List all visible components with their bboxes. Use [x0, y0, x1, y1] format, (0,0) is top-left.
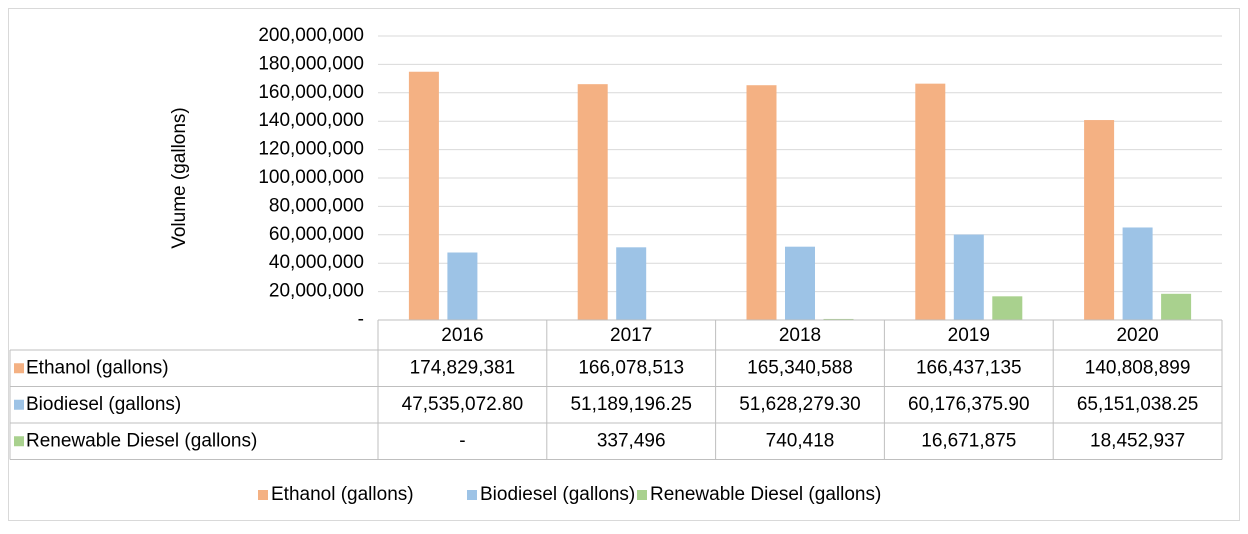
- table-row-label: Biodiesel (gallons): [26, 394, 181, 415]
- legend-key: [467, 490, 477, 500]
- legend-key: [258, 490, 268, 500]
- y-axis-label: Volume (gallons): [169, 107, 190, 249]
- x-tick-label: 2017: [610, 325, 652, 346]
- bar: [954, 235, 984, 320]
- table-cell: 174,829,381: [410, 357, 516, 378]
- bar: [409, 72, 439, 320]
- x-tick-label: 2020: [1116, 325, 1158, 346]
- legend-key: [637, 490, 647, 500]
- y-tick-label: 80,000,000: [269, 195, 364, 216]
- bar: [447, 253, 477, 320]
- table-cell: 47,535,072.80: [402, 394, 524, 415]
- legend-label: Renewable Diesel (gallons): [650, 484, 881, 505]
- bar: [785, 247, 815, 320]
- x-tick-label: 2016: [441, 325, 483, 346]
- table-cell: 16,671,875: [921, 430, 1016, 451]
- bar: [578, 84, 608, 320]
- y-tick-label: 120,000,000: [258, 139, 364, 160]
- x-tick-label: 2019: [948, 325, 990, 346]
- table-cell: 140,808,899: [1085, 357, 1191, 378]
- table-cell: 65,151,038.25: [1077, 394, 1199, 415]
- table-key: [14, 436, 24, 446]
- table-cell: 166,437,135: [916, 357, 1022, 378]
- y-tick-label: 200,000,000: [258, 25, 364, 46]
- y-tick-label: 60,000,000: [269, 224, 364, 245]
- y-tick-label: 40,000,000: [269, 252, 364, 273]
- y-tick-label: 20,000,000: [269, 281, 364, 302]
- table-cell: 51,628,279.30: [739, 394, 861, 415]
- table-cell: 51,189,196.25: [570, 394, 692, 415]
- table-key: [14, 400, 24, 410]
- y-tick-label: 180,000,000: [258, 53, 364, 74]
- bar: [1161, 294, 1191, 320]
- legend-label: Biodiesel (gallons): [480, 484, 635, 505]
- table-cell: -: [459, 430, 465, 451]
- y-tick-label: 160,000,000: [258, 82, 364, 103]
- table-cell: 18,452,937: [1090, 430, 1185, 451]
- table-cell: 165,340,588: [747, 357, 853, 378]
- table-cell: 337,496: [597, 430, 666, 451]
- table-cell: 166,078,513: [578, 357, 684, 378]
- x-tick-label: 2018: [779, 325, 821, 346]
- y-tick-label: 100,000,000: [258, 167, 364, 188]
- y-tick-label: 140,000,000: [258, 110, 364, 131]
- table-row-label: Renewable Diesel (gallons): [26, 430, 257, 451]
- legend-label: Ethanol (gallons): [271, 484, 414, 505]
- bar: [1084, 120, 1114, 320]
- bar: [992, 296, 1022, 320]
- bar: [747, 85, 777, 320]
- bar: [915, 84, 945, 320]
- y-tick-label: -: [358, 309, 364, 330]
- table-row-label: Ethanol (gallons): [26, 357, 169, 378]
- bar: [1123, 227, 1153, 320]
- table-cell: 740,418: [766, 430, 835, 451]
- bar: [616, 247, 646, 320]
- table-key: [14, 363, 24, 373]
- table-cell: 60,176,375.90: [908, 394, 1030, 415]
